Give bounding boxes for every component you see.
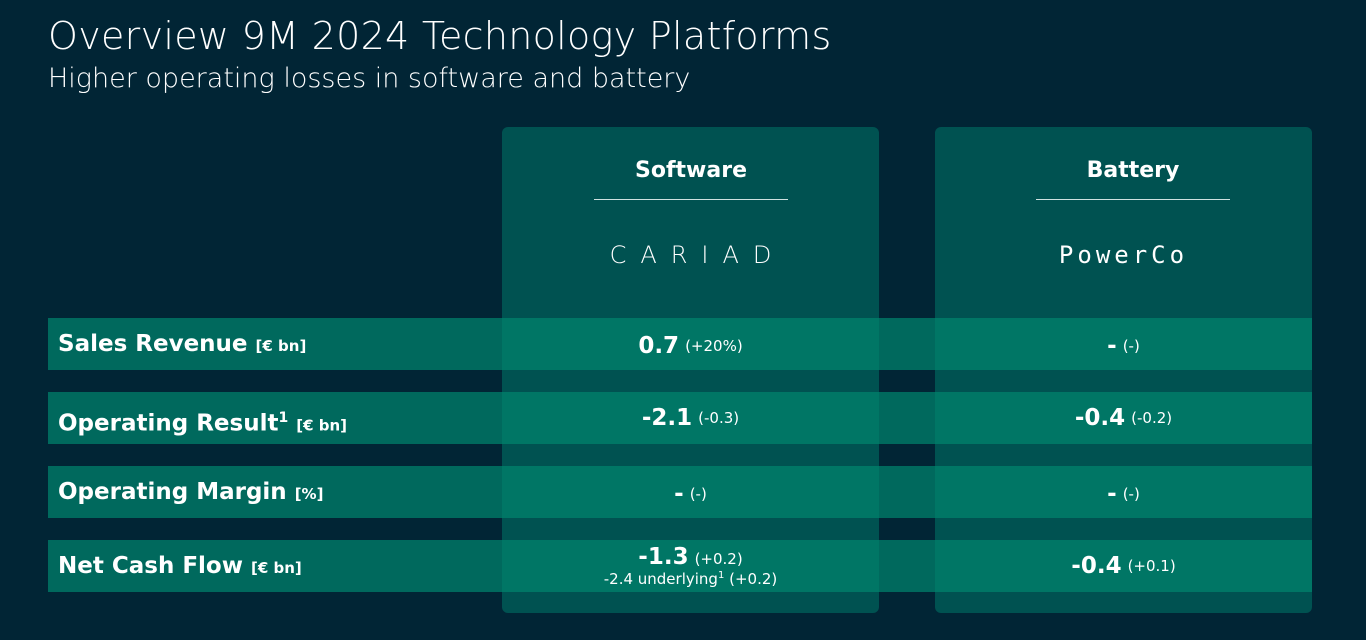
net-cash-flow-underlying: -2.4 underlying1 (+0.2) (603, 570, 778, 589)
sales-revenue-software-cell: 0.7 (+20%) (638, 333, 743, 359)
operating-result-label: Operating Result1 [€ bn] (58, 410, 348, 437)
net-cash-flow-software-cell: -1.3 (+0.2) -2.4 underlying1 (+0.2) (603, 543, 778, 589)
operating-result-software-cell: -2.1 (-0.3) (641, 405, 740, 431)
metric-row-sales-revenue (48, 318, 1312, 370)
operating-margin-label: Operating Margin [%] (58, 479, 324, 505)
powerco-logo: PowerCo (1058, 241, 1189, 269)
operating-result-battery-cell: -0.4 (-0.2) (1074, 405, 1173, 431)
metric-row-operating-margin (48, 466, 1312, 518)
battery-column-card (935, 127, 1312, 613)
operating-margin-battery-cell: - (-) (1107, 481, 1140, 507)
software-column-card (502, 127, 879, 613)
sales-revenue-label: Sales Revenue [€ bn] (58, 331, 307, 357)
operating-margin-software-cell: - (-) (674, 481, 707, 507)
metric-row-operating-result (48, 392, 1312, 444)
metric-row-net-cash-flow (48, 540, 1312, 592)
page-title: Overview 9M 2024 Technology Platforms (48, 14, 832, 58)
net-cash-flow-battery-cell: -0.4 (+0.1) (1071, 553, 1176, 579)
page-subtitle: Higher operating losses in software and … (48, 63, 691, 94)
cariad-logo: CARIAD (609, 241, 786, 269)
net-cash-flow-label: Net Cash Flow [€ bn] (58, 553, 302, 579)
footnote-marker: 1 (278, 410, 289, 426)
sales-revenue-battery-cell: - (-) (1107, 333, 1140, 359)
battery-column-header: Battery (1036, 155, 1230, 200)
software-column-header: Software (594, 155, 788, 200)
